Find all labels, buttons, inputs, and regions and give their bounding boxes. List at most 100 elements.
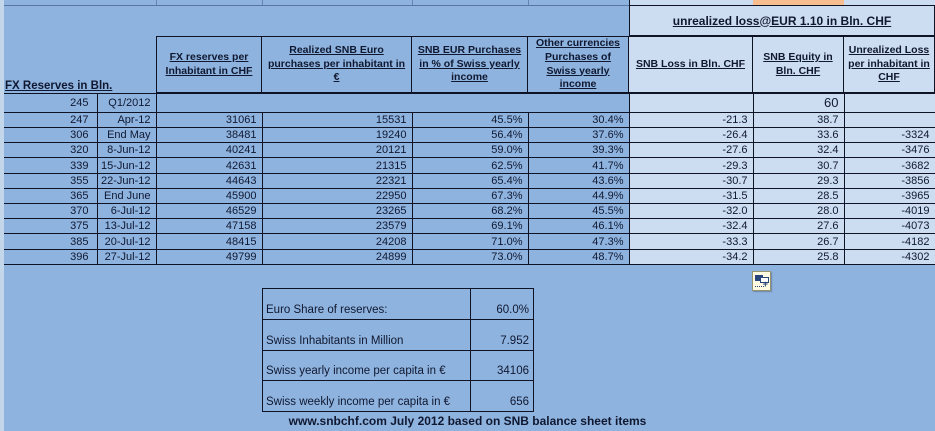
cell[interactable]: 31061	[155, 111, 263, 128]
cell[interactable]: 365	[4, 187, 98, 205]
cell[interactable]: 370	[4, 203, 98, 220]
corner-label-fx-reserves[interactable]: FX Reserves in Bln.	[5, 36, 155, 93]
cell[interactable]: 15531	[261, 111, 413, 128]
cell[interactable]	[155, 93, 630, 113]
cell[interactable]: 19240	[261, 126, 413, 144]
cell[interactable]: 27-Jul-12	[96, 248, 157, 266]
cell[interactable]: 40241	[155, 142, 263, 159]
cell[interactable]: -31.5	[628, 187, 754, 205]
cell[interactable]: 13-Jul-12	[96, 218, 157, 235]
cell[interactable]: 69.1%	[411, 218, 529, 235]
header-realized-purchases[interactable]: Realized SNB Euro purchases per inhabita…	[262, 36, 412, 93]
cell[interactable]: 26.7	[752, 233, 845, 250]
cell[interactable]: 38.7	[752, 111, 845, 128]
cell[interactable]: 30.7	[752, 157, 845, 174]
info-value[interactable]: 34106	[470, 349, 534, 382]
cell[interactable]: 48.7%	[527, 248, 630, 266]
cell[interactable]: 49799	[155, 248, 263, 266]
cell[interactable]: 56.4%	[411, 126, 529, 144]
cell[interactable]: 339	[4, 157, 98, 174]
cell[interactable]: 37.6%	[527, 126, 630, 144]
cell[interactable]: 43.6%	[527, 172, 630, 189]
info-label[interactable]: Swiss yearly income per capita in €	[262, 349, 471, 382]
autofill-options-button[interactable]: +	[752, 271, 771, 291]
cell[interactable]: 39.3%	[527, 142, 630, 159]
cell[interactable]: -26.4	[628, 126, 754, 144]
cell[interactable]: 22321	[261, 172, 413, 189]
header-other-currencies[interactable]: Other currencies Purchases of Swiss year…	[528, 36, 629, 93]
cell[interactable]: -4019	[843, 203, 935, 220]
cell[interactable]: 25.8	[752, 248, 845, 266]
cell[interactable]: 32.4	[752, 142, 845, 159]
cell[interactable]: -3856	[843, 172, 935, 189]
cell[interactable]: 385	[4, 233, 98, 250]
cell[interactable]	[628, 93, 754, 113]
cell[interactable]: 47.3%	[527, 233, 630, 250]
cell[interactable]: 30.4%	[527, 111, 630, 128]
cell[interactable]: -34.2	[628, 248, 754, 266]
cell[interactable]: 65.4%	[411, 172, 529, 189]
cell[interactable]: 73.0%	[411, 248, 529, 266]
cell[interactable]	[843, 111, 935, 128]
cell[interactable]: 396	[4, 248, 98, 266]
header-eur-purchases-pct[interactable]: SNB EUR Purchases in % of Swiss yearly i…	[412, 36, 528, 93]
cell[interactable]: -27.6	[628, 142, 754, 159]
cell[interactable]: 8-Jun-12	[96, 142, 157, 159]
header-fx-per-inhabitant[interactable]: FX reserves per Inhabitant in CHF	[156, 36, 262, 93]
cell[interactable]: 247	[4, 111, 98, 128]
cell[interactable]: 24899	[261, 248, 413, 266]
cell[interactable]: 22950	[261, 187, 413, 205]
cell[interactable]: 45900	[155, 187, 263, 205]
cell[interactable]: Q1/2012	[96, 93, 157, 113]
cell[interactable]: 47158	[155, 218, 263, 235]
cell[interactable]: 44643	[155, 172, 263, 189]
cell[interactable]: 24208	[261, 233, 413, 250]
info-label[interactable]: Swiss weekly income per capita in €	[262, 380, 471, 412]
cell[interactable]: 68.2%	[411, 203, 529, 220]
cell[interactable]: 45.5%	[411, 111, 529, 128]
cell[interactable]: 44.9%	[527, 187, 630, 205]
cell[interactable]: End May	[96, 126, 157, 144]
cell[interactable]: 15-Jun-12	[96, 157, 157, 174]
cell[interactable]: 6-Jul-12	[96, 203, 157, 220]
cell[interactable]: 375	[4, 218, 98, 235]
info-label[interactable]: Swiss Inhabitants in Million	[262, 318, 471, 351]
info-value[interactable]: 60.0%	[470, 288, 534, 320]
cell[interactable]: 46529	[155, 203, 263, 220]
cell[interactable]: 20121	[261, 142, 413, 159]
cell[interactable]: -3324	[843, 126, 935, 144]
header-snb-equity[interactable]: SNB Equity in Bln. CHF	[753, 36, 844, 93]
cell[interactable]: 60	[752, 93, 845, 113]
cell[interactable]: 59.0%	[411, 142, 529, 159]
cell[interactable]: -21.3	[628, 111, 754, 128]
cell[interactable]: -4302	[843, 248, 935, 266]
cell[interactable]: 41.7%	[527, 157, 630, 174]
cell[interactable]: 21315	[261, 157, 413, 174]
cell[interactable]: 67.3%	[411, 187, 529, 205]
cell[interactable]: -3476	[843, 142, 935, 159]
cell[interactable]: 245	[4, 93, 98, 113]
cell[interactable]: 20-Jul-12	[96, 233, 157, 250]
cell[interactable]: 23265	[261, 203, 413, 220]
cell[interactable]: -33.3	[628, 233, 754, 250]
cell[interactable]: 62.5%	[411, 157, 529, 174]
section-header-unrealized-loss[interactable]: unrealized loss@EUR 1.10 in Bln. CHF	[629, 5, 935, 36]
cell[interactable]: -32.0	[628, 203, 754, 220]
cell[interactable]: -30.7	[628, 172, 754, 189]
cell[interactable]: 29.3	[752, 172, 845, 189]
cell[interactable]: 27.6	[752, 218, 845, 235]
cell[interactable]: 45.5%	[527, 203, 630, 220]
info-label[interactable]: Euro Share of reserves:	[262, 288, 471, 320]
cell[interactable]	[843, 93, 935, 113]
cell[interactable]: 22-Jun-12	[96, 172, 157, 189]
cell[interactable]: 38481	[155, 126, 263, 144]
cell[interactable]: -4182	[843, 233, 935, 250]
cell[interactable]: 71.0%	[411, 233, 529, 250]
cell[interactable]: 320	[4, 142, 98, 159]
cell[interactable]: 46.1%	[527, 218, 630, 235]
cell[interactable]: 33.6	[752, 126, 845, 144]
cell[interactable]: 28.0	[752, 203, 845, 220]
cell[interactable]: -3682	[843, 157, 935, 174]
cell[interactable]: -32.4	[628, 218, 754, 235]
cell[interactable]: 306	[4, 126, 98, 144]
